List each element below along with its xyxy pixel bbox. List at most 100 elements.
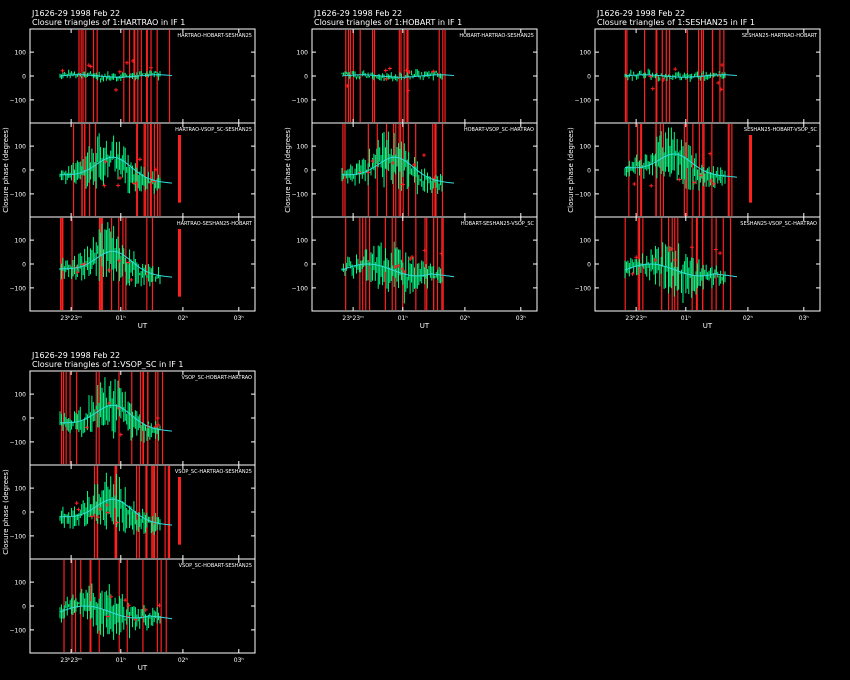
flagged-point xyxy=(383,68,388,73)
y-tick-label: 100 xyxy=(580,238,592,245)
flagged-point xyxy=(396,263,401,268)
flagged-point xyxy=(106,401,111,406)
flagged-point xyxy=(117,176,122,181)
y-tick-label: −100 xyxy=(575,97,592,104)
y-tick-label: 0 xyxy=(587,168,591,175)
y-tick-label: −100 xyxy=(575,191,592,198)
flagged-point xyxy=(431,69,436,74)
flagged-point xyxy=(393,264,398,269)
model-curve xyxy=(59,605,173,620)
y-axis-label: Closure phase (degrees) xyxy=(284,127,292,213)
model-curve xyxy=(341,156,455,184)
flagged-point xyxy=(123,598,128,603)
flagged-point xyxy=(132,181,137,186)
triangle-panel: SESHAN25-VSOP_SC-HARTRAO 100 0 −100 xyxy=(575,216,821,312)
flagged-point xyxy=(384,77,389,82)
triangle-label: SESHAN25-VSOP_SC-HARTRAO xyxy=(740,221,817,227)
triangle-panel: VSOP_SC-HOBART-HARTRAO 100 0 −100 xyxy=(10,370,256,466)
triangle-panel: HOBART-VSOP_SC-HARTRAO 100 0 −100 xyxy=(292,122,538,218)
flagged-point xyxy=(422,248,427,253)
y-tick-label: 0 xyxy=(304,262,308,269)
flagged-point xyxy=(719,87,724,92)
triangle-panel: HARTRAO-SESHAN25-HOBART 100 0 −100 xyxy=(10,216,256,312)
flagged-point xyxy=(404,68,409,73)
flagged-point xyxy=(108,594,113,599)
triangle-label: HOBART-HARTRAO-SESHAN25 xyxy=(459,33,534,39)
x-tick-label: 02ʰ xyxy=(460,315,471,322)
flagged-point xyxy=(421,153,426,158)
y-tick-label: 100 xyxy=(15,580,27,587)
triangle-label: HOBART-SESHAN25-VSOP_SC xyxy=(461,221,535,227)
model-curve xyxy=(59,498,173,526)
flagged-point xyxy=(412,162,417,167)
triangle-label: HOBART-VSOP_SC-HARTRAO xyxy=(464,127,534,133)
y-tick-label: −100 xyxy=(10,439,27,446)
triangle-panel: HARTRAO-VSOP_SC-SESHAN25 100 0 −100 xyxy=(10,122,256,218)
y-tick-label: 0 xyxy=(587,74,591,81)
x-tick-label: 02ʰ xyxy=(178,657,189,664)
triangle-label: SESHAN25-HOBART-VSOP_SC xyxy=(744,127,818,133)
x-tick-label: 23ʰ23ᵐ xyxy=(60,315,82,322)
x-tick-label: 23ʰ23ᵐ xyxy=(625,315,647,322)
x-tick-label: 01ʰ xyxy=(398,315,409,322)
flagged-point xyxy=(102,183,107,188)
flagged-point xyxy=(650,86,655,91)
triangle-label: HARTRAO-VSOP_SC-SESHAN25 xyxy=(175,127,252,133)
y-tick-label: 0 xyxy=(304,74,308,81)
flagged-point xyxy=(699,173,704,178)
flagged-point xyxy=(129,277,134,282)
figure-title: Closure triangles of 1:SESHAN25 in IF 1 xyxy=(597,18,755,27)
model-curve xyxy=(59,404,173,432)
flagged-point xyxy=(410,254,415,259)
flagged-point xyxy=(708,151,713,156)
flagged-point xyxy=(387,66,392,71)
flagged-point xyxy=(155,416,160,421)
flagged-point xyxy=(689,245,694,250)
figure-source-date: J1626-29 1998 Feb 22 xyxy=(31,9,120,18)
triangle-panel: HOBART-SESHAN25-VSOP_SC 100 0 −100 xyxy=(292,216,538,312)
model-curve xyxy=(59,74,173,78)
triangle-label: VSOP_SC-HARTRAO-SESHAN25 xyxy=(175,469,252,475)
x-tick-label: 03ʰ xyxy=(516,315,527,322)
flagged-point xyxy=(116,183,121,188)
model-curve xyxy=(341,263,455,278)
flagged-point xyxy=(105,503,110,508)
y-tick-label: 100 xyxy=(297,238,309,245)
flagged-point xyxy=(677,177,682,182)
flagged-point xyxy=(98,506,103,511)
x-tick-label: 03ʰ xyxy=(799,315,810,322)
flagged-point xyxy=(692,180,697,185)
triangle-panel: VSOP_SC-HOBART-SESHAN25 100 0 −100 xyxy=(10,558,256,654)
flagged-point xyxy=(84,425,89,430)
y-tick-label: 100 xyxy=(580,144,592,151)
flagged-point xyxy=(345,83,350,88)
triangle-label: VSOP_SC-HOBART-SESHAN25 xyxy=(179,563,252,569)
y-tick-label: −100 xyxy=(292,97,309,104)
y-tick-label: 100 xyxy=(15,392,27,399)
flagged-point xyxy=(408,257,413,262)
flagged-point xyxy=(669,246,674,251)
flagged-point xyxy=(106,268,111,273)
y-tick-label: 100 xyxy=(15,144,27,151)
figure-source-date: J1626-29 1998 Feb 22 xyxy=(596,9,685,18)
flagged-point xyxy=(370,159,375,164)
figure-source-date: J1626-29 1998 Feb 22 xyxy=(31,351,120,360)
flagged-point xyxy=(402,269,407,274)
x-tick-label: 01ʰ xyxy=(681,315,692,322)
flagged-point xyxy=(118,432,123,437)
y-tick-label: 0 xyxy=(304,168,308,175)
y-tick-label: 0 xyxy=(22,168,26,175)
triangle-panel: VSOP_SC-HARTRAO-SESHAN25 100 0 −100 xyxy=(10,464,256,560)
y-tick-label: 100 xyxy=(297,144,309,151)
model-curve xyxy=(624,153,738,178)
flagged-point xyxy=(391,160,396,165)
flagged-point xyxy=(400,182,405,187)
flagged-point xyxy=(749,135,752,203)
model-curve xyxy=(59,156,173,184)
panel-frame xyxy=(594,216,821,312)
flagged-point xyxy=(649,183,654,188)
flagged-point xyxy=(117,69,122,74)
